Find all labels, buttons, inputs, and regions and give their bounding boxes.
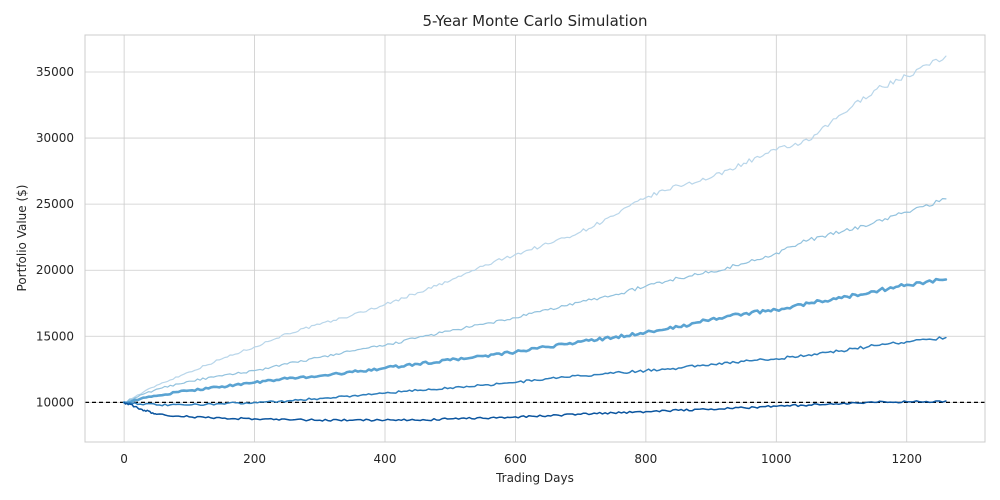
y-tick-label: 10000	[36, 395, 74, 409]
x-tick-label: 400	[374, 452, 397, 466]
y-tick-label: 35000	[36, 65, 74, 79]
y-tick-label: 20000	[36, 263, 74, 277]
series-line-4	[123, 336, 947, 407]
series-line-2	[123, 198, 947, 403]
y-axis-label: Portfolio Value ($)	[15, 185, 29, 292]
y-tick-label: 30000	[36, 131, 74, 145]
x-axis-label: Trading Days	[495, 471, 574, 485]
y-tick-label: 15000	[36, 329, 74, 343]
y-tick-labels: 10000 15000 20000 25000 30000 35000	[36, 65, 74, 409]
x-tick-labels: 0 200 400 600 800 1000 1200	[120, 452, 922, 466]
x-tick-label: 800	[634, 452, 657, 466]
series-line-3	[122, 277, 948, 405]
series-lines	[122, 55, 948, 422]
x-tick-label: 1200	[891, 452, 922, 466]
x-tick-label: 0	[120, 452, 128, 466]
y-tick-label: 25000	[36, 197, 74, 211]
x-tick-label: 200	[243, 452, 266, 466]
grid-lines	[85, 35, 985, 442]
series-line-1	[123, 55, 947, 403]
chart-title: 5-Year Monte Carlo Simulation	[422, 12, 647, 30]
x-tick-label: 1000	[761, 452, 792, 466]
plot-frame	[84, 34, 986, 443]
series-line-5	[123, 400, 947, 422]
x-tick-label: 600	[504, 452, 527, 466]
